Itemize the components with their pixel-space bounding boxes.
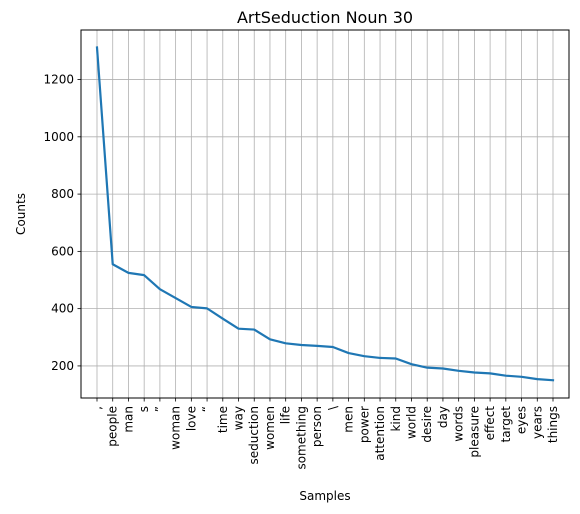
y-axis-ticks: 200 400 600 800 1000 1200: [43, 73, 81, 373]
x-tick-label: world: [404, 406, 418, 439]
y-tick-label: 200: [51, 359, 74, 373]
x-tick-label: something: [294, 406, 308, 470]
x-tick-label: effect: [483, 406, 497, 441]
x-tick-label: ,: [90, 406, 104, 410]
x-axis-ticks: , people man s” woman love “time way seduction wo…: [90, 398, 560, 470]
x-tick-label: men: [342, 406, 356, 433]
x-axis-label: Samples: [299, 489, 350, 503]
series-line: [95, 46, 555, 382]
data-point: [552, 379, 554, 381]
data-point: [458, 370, 460, 372]
x-tick-label: target: [499, 406, 513, 443]
chart-title: ArtSeduction Noun 30: [237, 8, 413, 27]
y-tick-label: 800: [51, 187, 74, 201]
y-tick-label: 400: [51, 302, 74, 316]
data-point: [536, 378, 538, 380]
y-tick-label: 600: [51, 244, 74, 258]
data-point: [190, 306, 192, 308]
data-point: [363, 355, 365, 357]
x-tick-label: “: [200, 406, 214, 412]
data-point: [379, 357, 381, 359]
x-tick-label: man: [121, 406, 135, 433]
y-tick-label: 1200: [43, 73, 74, 87]
x-tick-label: attention: [373, 406, 387, 461]
data-point: [300, 344, 302, 346]
x-tick-label: women: [263, 406, 277, 450]
data-point: [159, 288, 161, 290]
data-point: [442, 368, 444, 370]
x-tick-label: day: [436, 406, 450, 428]
data-point: [348, 352, 350, 354]
data-point: [332, 346, 334, 348]
data-point: [426, 367, 428, 369]
data-point: [143, 274, 145, 276]
data-point: [112, 263, 114, 265]
plot-frame: [80, 29, 570, 399]
x-tick-label: life: [279, 406, 293, 424]
x-tick-label: way: [232, 406, 246, 430]
y-tick-label: 1000: [43, 130, 74, 144]
x-tick-label: pleasure: [467, 406, 481, 458]
x-tick-label: people: [106, 406, 120, 447]
data-point: [253, 329, 255, 331]
data-point: [96, 46, 98, 48]
data-point: [395, 357, 397, 359]
data-point: [521, 376, 523, 378]
x-tick-label: ”: [153, 406, 167, 412]
data-point: [175, 297, 177, 299]
data-point: [206, 307, 208, 309]
x-tick-label: woman: [169, 406, 183, 450]
x-tick-label: power: [357, 406, 371, 443]
data-point: [269, 338, 271, 340]
x-tick-label: love: [184, 406, 198, 431]
x-tick-label: desire: [420, 406, 434, 443]
data-point: [473, 372, 475, 374]
y-axis-label: Counts: [14, 193, 28, 235]
x-tick-label: \: [326, 405, 340, 410]
data-point: [222, 318, 224, 320]
data-point: [489, 372, 491, 374]
x-tick-label: time: [216, 406, 230, 433]
data-point: [410, 363, 412, 365]
data-point: [127, 272, 129, 274]
grid-lines: [81, 30, 569, 398]
data-point: [238, 328, 240, 330]
data-point: [316, 345, 318, 347]
x-tick-label: words: [452, 406, 466, 442]
x-tick-label: s: [137, 406, 151, 412]
x-tick-label: kind: [389, 406, 403, 432]
data-point: [505, 375, 507, 377]
x-tick-label: seduction: [247, 406, 261, 464]
x-tick-label: years: [530, 406, 544, 439]
data-point: [285, 342, 287, 344]
series-line-layer: [95, 46, 555, 382]
x-tick-label: eyes: [515, 406, 529, 434]
x-tick-label: things: [546, 406, 560, 443]
x-tick-label: person: [310, 406, 324, 447]
